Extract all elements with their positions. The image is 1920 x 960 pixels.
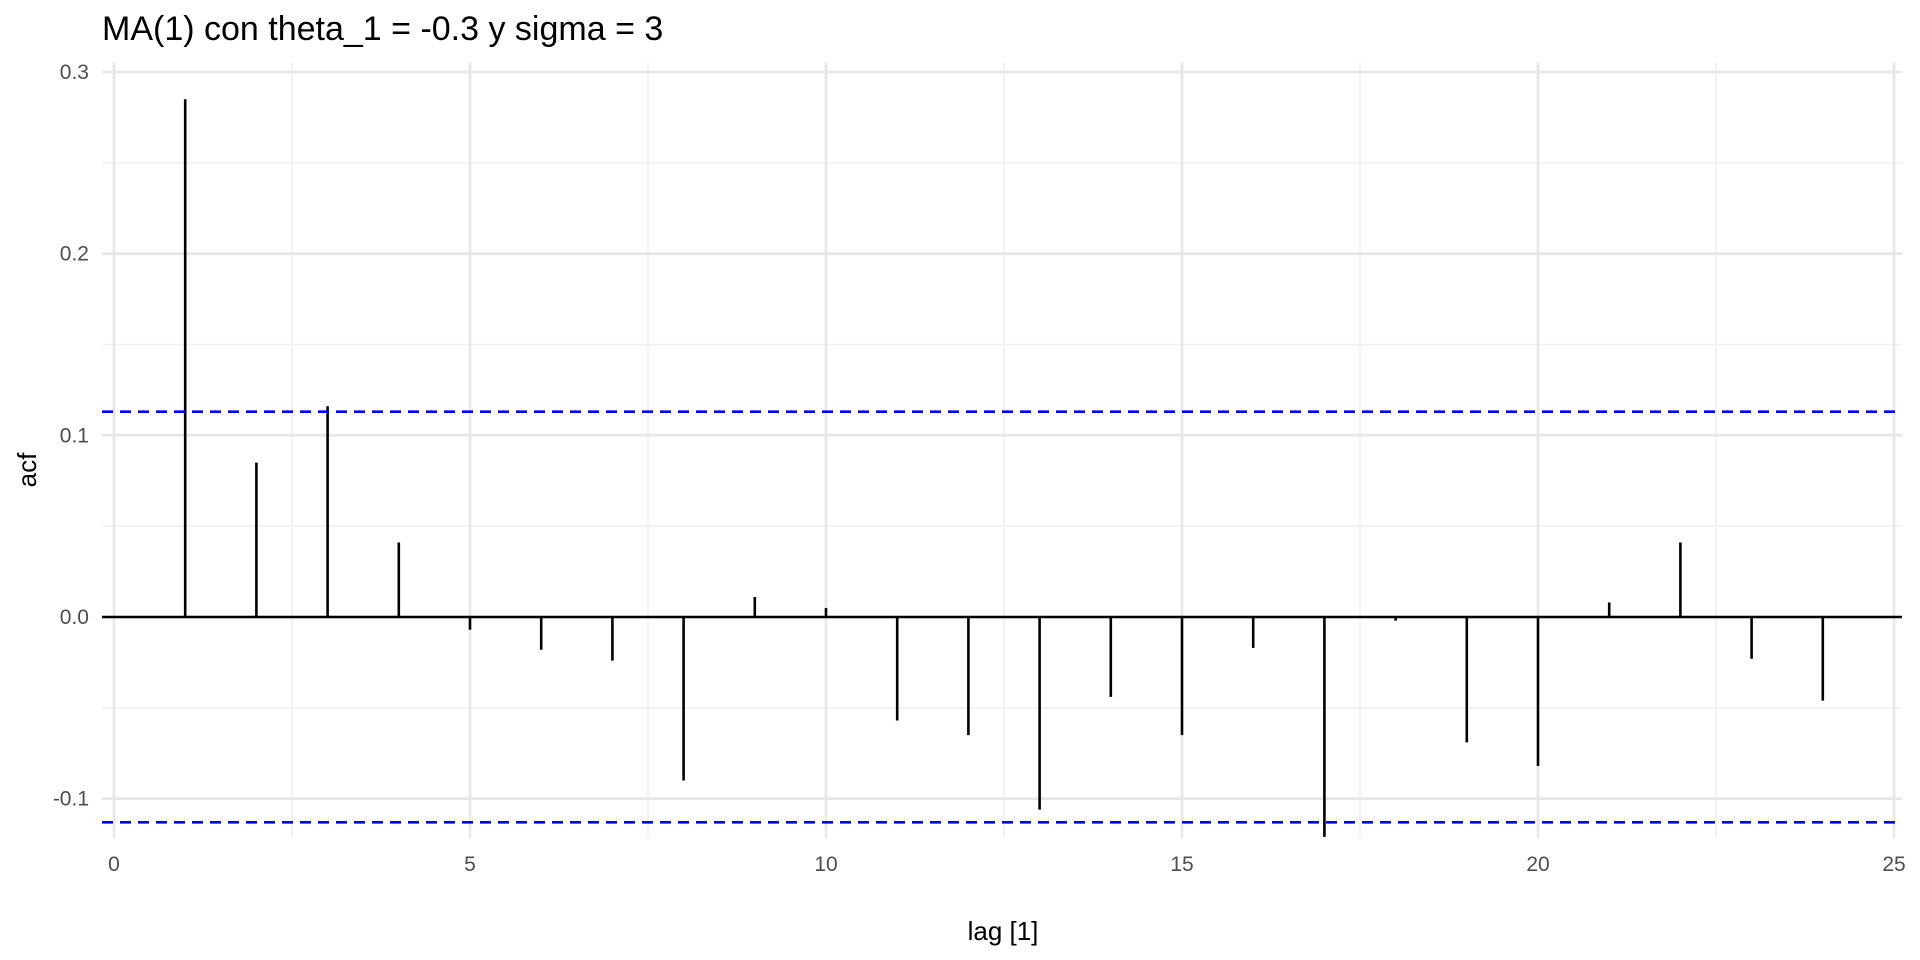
x-tick-label: 15 xyxy=(1170,853,1193,876)
y-tick-label: 0.2 xyxy=(60,243,89,266)
acf-bars xyxy=(102,99,1902,837)
y-axis-title: acf xyxy=(12,452,42,487)
y-tick-label: 0.3 xyxy=(60,61,89,84)
confidence-bounds xyxy=(102,410,1902,824)
y-tick-label: 0.0 xyxy=(60,606,89,629)
x-tick-label: 0 xyxy=(108,853,120,876)
axes: 0 5 10 15 20 25 -0.1 0.0 0.1 0.2 0.3 xyxy=(53,61,1906,876)
x-tick-label: 25 xyxy=(1882,853,1905,876)
chart-title: MA(1) con theta_1 = -0.3 y sigma = 3 xyxy=(102,10,663,48)
y-tick-label: -0.1 xyxy=(53,788,89,811)
x-tick-label: 20 xyxy=(1526,853,1549,876)
x-axis-title: lag [1] xyxy=(968,916,1039,946)
y-tick-label: 0.1 xyxy=(60,424,89,447)
x-tick-label: 10 xyxy=(814,853,837,876)
grid xyxy=(102,62,1902,838)
x-tick-label: 5 xyxy=(464,853,476,876)
